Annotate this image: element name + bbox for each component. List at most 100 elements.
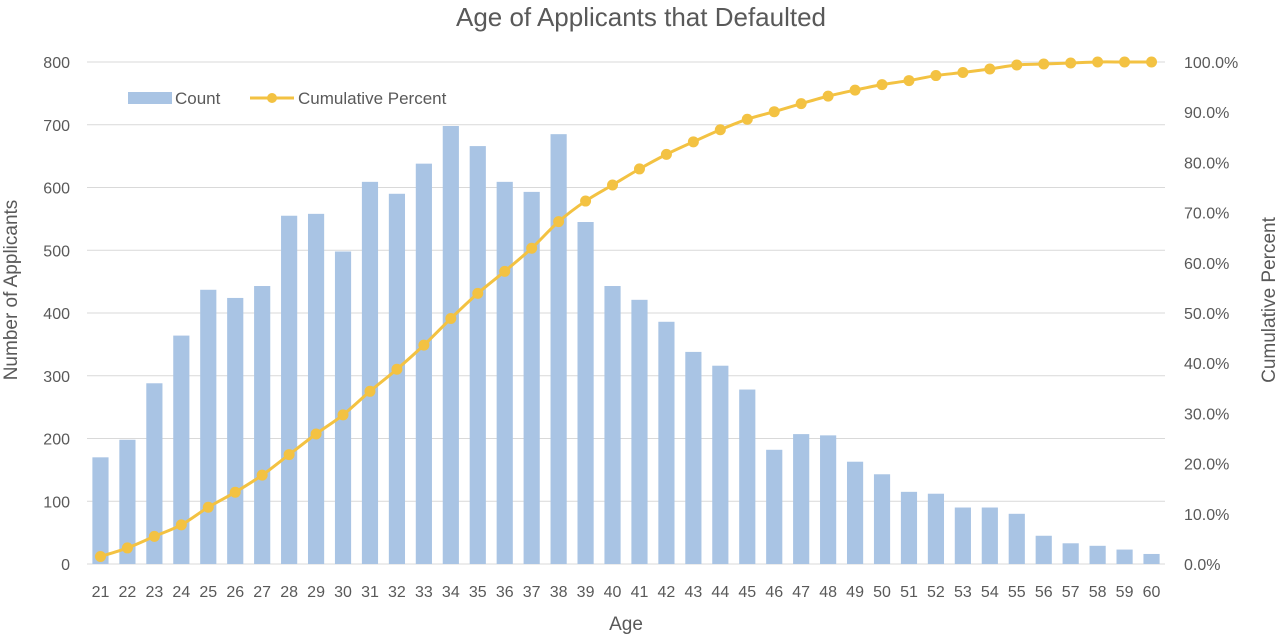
point-44	[714, 124, 726, 136]
y-tick-label: 700	[43, 118, 70, 135]
bar-42	[658, 321, 675, 564]
y2-tick-label: 60.0%	[1184, 256, 1229, 273]
bar-54	[981, 507, 998, 564]
x-tick-label: 35	[469, 584, 487, 601]
point-59	[1119, 56, 1131, 68]
bar-38	[550, 134, 567, 564]
x-tick-label: 44	[711, 584, 729, 601]
bar-27	[254, 286, 271, 564]
bar-35	[469, 146, 486, 564]
point-48	[822, 90, 834, 102]
bar-51	[900, 491, 918, 564]
x-tick-label: 34	[442, 584, 460, 601]
bar-55	[1008, 513, 1025, 564]
bar-22	[119, 439, 136, 564]
point-50	[876, 79, 888, 91]
bar-36	[496, 181, 513, 565]
bar-59	[1116, 549, 1133, 564]
point-45	[741, 113, 753, 125]
point-56	[1038, 58, 1050, 70]
point-47	[795, 98, 807, 110]
bar-46	[766, 449, 783, 564]
y-tick-label: 500	[43, 243, 70, 260]
y-tick-label: 200	[43, 432, 70, 449]
point-51	[903, 75, 915, 87]
point-26	[229, 486, 241, 498]
y2-axis-title: Cumulative Percent	[1259, 216, 1280, 383]
point-55	[1011, 59, 1023, 71]
x-tick-label: 42	[658, 584, 676, 601]
point-46	[768, 106, 780, 118]
x-tick-label: 29	[307, 584, 325, 601]
bar-41	[631, 299, 648, 564]
x-axis-title: Age	[609, 614, 643, 635]
x-tick-label: 40	[604, 584, 622, 601]
point-40	[607, 179, 619, 191]
bar-60	[1143, 553, 1160, 564]
x-tick-label: 55	[1008, 584, 1026, 601]
point-37	[526, 242, 538, 254]
point-29	[310, 428, 322, 440]
y2-tick-label: 100.0%	[1184, 55, 1238, 72]
y-axis-title: Number of Applicants	[1, 200, 22, 381]
bar-26	[227, 297, 244, 564]
point-34	[445, 313, 457, 325]
bar-43	[685, 351, 702, 564]
bar-52	[927, 493, 945, 564]
y-tick-label: 300	[43, 369, 70, 386]
x-tick-label: 25	[199, 584, 217, 601]
x-tick-label: 22	[119, 584, 137, 601]
x-tick-label: 53	[954, 584, 972, 601]
x-tick-label: 51	[900, 584, 918, 601]
x-tick-label: 33	[415, 584, 433, 601]
y-tick-label: 600	[43, 181, 70, 198]
point-43	[687, 136, 699, 148]
x-tick-label: 30	[334, 584, 352, 601]
bar-23	[146, 383, 163, 564]
x-tick-label: 27	[253, 584, 271, 601]
x-tick-label: 59	[1116, 584, 1134, 601]
y2-tick-label: 50.0%	[1184, 306, 1229, 323]
x-tick-label: 37	[523, 584, 541, 601]
bar-30	[334, 251, 352, 564]
bar-49	[846, 461, 864, 564]
left-axis-ticks: 0 100 200 300 400 500 600 700 800	[43, 55, 70, 574]
bar-44	[712, 365, 729, 564]
bar-47	[793, 434, 810, 564]
point-22	[121, 542, 133, 554]
point-35	[472, 287, 484, 299]
bar-21	[92, 457, 109, 564]
bar-57	[1062, 543, 1079, 564]
point-31	[364, 385, 376, 397]
bar-25	[200, 289, 217, 564]
x-tick-label: 45	[738, 584, 756, 601]
bar-29	[307, 213, 325, 565]
point-24	[175, 519, 187, 531]
legend: Count Cumulative Percent	[128, 89, 447, 108]
point-49	[849, 84, 861, 96]
x-tick-label: 49	[846, 584, 864, 601]
point-36	[499, 265, 511, 277]
bar-45	[739, 389, 756, 564]
point-52	[930, 70, 942, 82]
y-tick-label: 400	[43, 306, 70, 323]
x-tick-label: 58	[1089, 584, 1107, 601]
x-tick-label: 60	[1143, 584, 1161, 601]
point-53	[957, 67, 969, 79]
point-41	[633, 163, 645, 175]
point-32	[391, 363, 403, 375]
point-54	[984, 63, 996, 75]
y2-tick-label: 90.0%	[1184, 105, 1229, 122]
x-tick-label: 48	[819, 584, 837, 601]
x-tick-label: 21	[92, 584, 110, 601]
y-tick-label: 100	[43, 494, 70, 511]
cumulative-percent-line	[100, 60, 1152, 558]
y2-tick-label: 80.0%	[1184, 155, 1229, 172]
x-tick-label: 31	[361, 584, 379, 601]
bar-34	[442, 126, 459, 564]
x-tick-label: 54	[981, 584, 999, 601]
y-tick-label: 0	[61, 557, 70, 574]
legend-swatch-marker	[267, 93, 277, 103]
y-tick-label: 800	[43, 55, 70, 72]
legend-label-count: Count	[175, 89, 221, 108]
